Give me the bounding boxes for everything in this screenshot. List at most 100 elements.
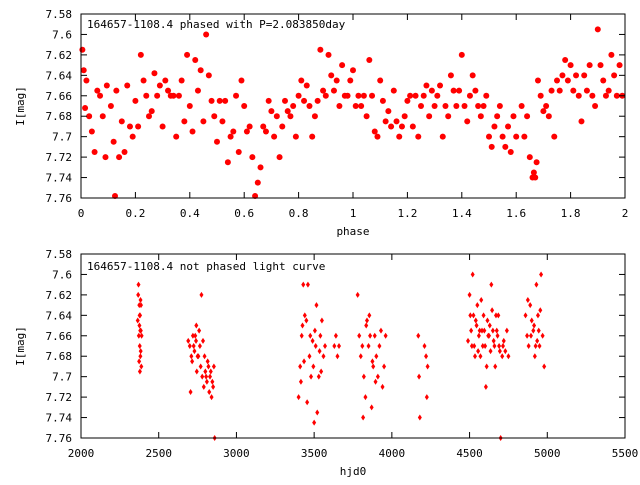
phased-data-point — [181, 118, 188, 125]
unphased-data-point — [209, 394, 214, 401]
unphased-data-point — [534, 281, 539, 288]
unphased-data-point — [366, 343, 371, 349]
phased-data-point — [428, 87, 435, 94]
unphased-data-point — [355, 291, 360, 298]
phased-data-point — [409, 123, 416, 130]
unphased-data-point — [468, 312, 473, 319]
phased-data-point — [486, 133, 492, 140]
unphased-data-point — [206, 363, 211, 370]
unphased-data-point — [199, 291, 204, 298]
phased-data-point — [371, 128, 378, 135]
phased-data-point — [507, 149, 514, 155]
phased-data-point — [461, 103, 468, 109]
unphased-data-point — [416, 332, 421, 339]
phased-data-point — [162, 77, 169, 84]
unphased-data-point — [540, 332, 545, 339]
unphased-x-tick-label: 4000 — [379, 447, 406, 460]
phased-x-tick-label: 0 — [78, 207, 85, 220]
phased-data-point — [129, 133, 136, 140]
phased-data-point — [540, 108, 547, 115]
phased-data-point — [208, 97, 215, 104]
phased-data-point — [483, 92, 490, 99]
unphased-data-point — [194, 368, 199, 375]
unphased-data-point — [302, 312, 307, 319]
phased-data-point — [113, 87, 120, 94]
phased-data-point — [360, 92, 367, 99]
unphased-data-point — [196, 353, 201, 360]
phased-data-point — [418, 103, 424, 109]
unphased-x-tick-label: 5000 — [534, 447, 561, 460]
unphased-data-point — [466, 337, 471, 344]
phased-data-point — [581, 72, 588, 79]
phased-data-point — [126, 123, 133, 130]
unphased-data-point — [307, 353, 312, 360]
phased-data-point — [265, 97, 272, 104]
phased-data-point — [420, 92, 427, 99]
unphased-data-point — [210, 378, 215, 385]
phased-data-point — [613, 92, 620, 99]
unphased-data-point — [485, 317, 490, 324]
unphased-x-tick-label: 2500 — [145, 447, 172, 460]
unphased-data-point — [360, 343, 365, 349]
phased-data-point — [488, 143, 495, 150]
phased-data-point — [333, 77, 340, 84]
phased-data-point — [99, 113, 106, 120]
unphased-data-point — [190, 332, 195, 339]
phased-data-point — [328, 72, 335, 79]
unphased-data-point — [200, 373, 205, 380]
unphased-data-point — [363, 394, 368, 401]
unphased-data-point — [479, 297, 484, 303]
phased-data-point — [388, 123, 395, 130]
phased-data-point — [146, 113, 152, 120]
unphased-y-tick-label: 7.66 — [46, 330, 73, 343]
unphased-data-point — [138, 297, 143, 303]
unphased-data-point — [317, 348, 322, 355]
unphased-data-point — [136, 332, 141, 339]
phased-data-point — [526, 154, 533, 161]
unphased-data-point — [500, 353, 505, 360]
unphased-data-point — [492, 343, 497, 349]
phased-data-point — [578, 118, 585, 125]
phased-data-point — [374, 133, 381, 140]
phased-data-point — [287, 113, 294, 120]
unphased-data-point — [526, 343, 531, 349]
unphased-data-point — [369, 404, 374, 411]
phased-data-point — [377, 77, 384, 84]
phased-data-point — [466, 92, 473, 99]
unphased-data-point — [311, 363, 316, 370]
unphased-data-point — [194, 337, 199, 344]
phased-data-point — [298, 77, 305, 84]
phased-data-point — [533, 159, 540, 166]
phased-x-tick-label: 1.8 — [561, 207, 581, 220]
phased-data-point — [200, 118, 207, 125]
phased-data-point — [175, 92, 182, 99]
phased-data-point — [118, 118, 125, 125]
phased-data-point — [350, 67, 356, 74]
phased-data-point — [165, 87, 172, 94]
unphased-data-point — [531, 327, 536, 334]
phased-data-point — [537, 92, 544, 99]
phased-data-point — [415, 133, 422, 140]
unphased-data-point — [191, 343, 196, 349]
phased-data-point — [390, 87, 397, 94]
phased-data-point — [88, 128, 95, 135]
phased-data-point — [235, 149, 242, 155]
phased-data-point — [279, 123, 286, 130]
unphased-data-point — [535, 312, 540, 319]
phased-data-point — [583, 87, 590, 94]
unphased-data-point — [207, 389, 212, 395]
phased-data-point — [143, 92, 150, 99]
phased-data-point — [254, 179, 261, 186]
unphased-y-tick-label: 7.58 — [46, 248, 73, 261]
unphased-data-point — [532, 353, 537, 360]
phased-y-tick-label: 7.7 — [52, 131, 72, 144]
phased-data-point — [79, 46, 86, 53]
phased-data-point — [216, 97, 223, 104]
unphased-x-tick-label: 2000 — [68, 447, 95, 460]
phased-data-point — [290, 103, 297, 109]
phased-y-tick-label: 7.76 — [46, 192, 73, 205]
phased-data-point — [404, 97, 411, 104]
unphased-data-point — [201, 383, 206, 390]
